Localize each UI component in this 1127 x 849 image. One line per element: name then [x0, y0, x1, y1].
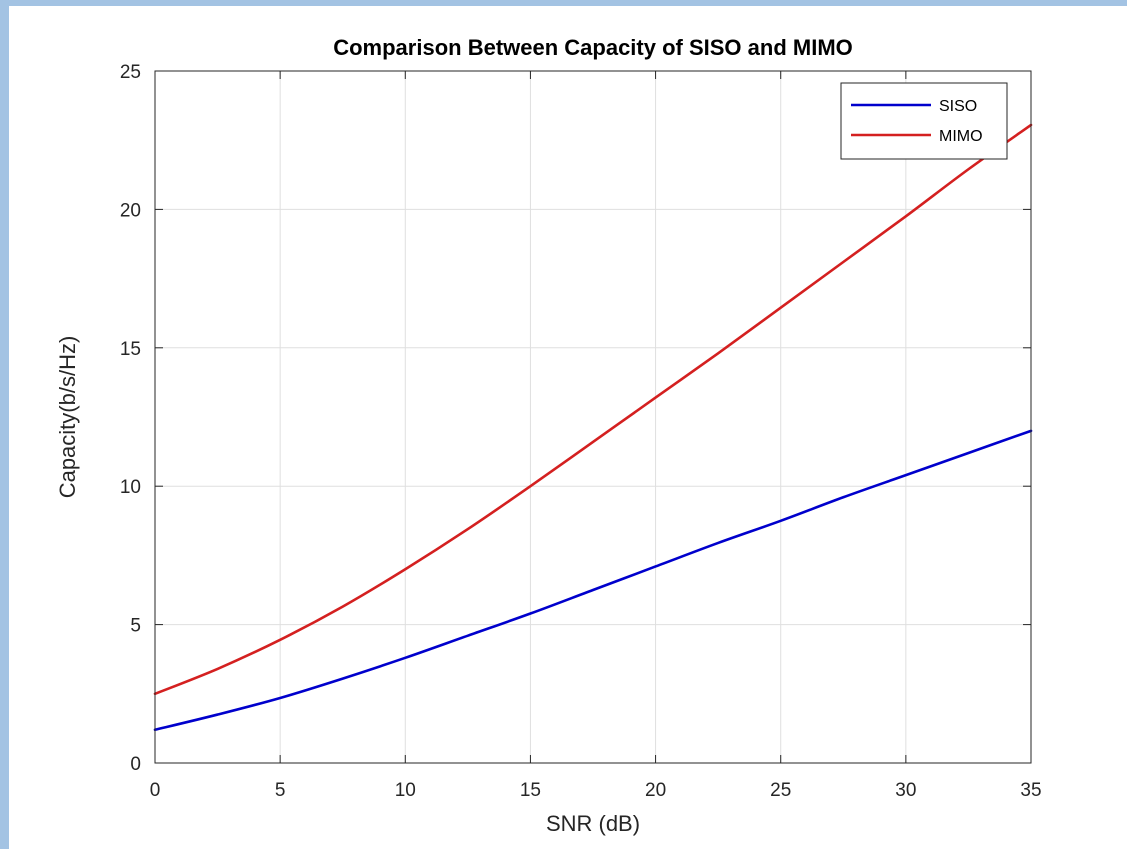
x-tick-label: 35	[1020, 780, 1041, 801]
tick-labels: 0 5 10 15 20 25 30 35 0 5 10 15 20 25	[120, 62, 1042, 801]
y-tick-label: 0	[130, 754, 141, 775]
x-tick-label: 0	[150, 780, 161, 801]
y-tick-label: 15	[120, 339, 141, 360]
chart-title: Comparison Between Capacity of SISO and …	[333, 35, 853, 60]
plot-lines	[153, 123, 1033, 732]
y-tick-label: 25	[120, 62, 141, 83]
x-axis-label: SNR (dB)	[546, 811, 640, 836]
grid	[154, 70, 1032, 764]
y-tick-label: 20	[120, 200, 141, 221]
x-tick-label: 10	[395, 780, 416, 801]
figure-window: 0 5 10 15 20 25 30 35 0 5 10 15 20 25 Comparison Betw…	[9, 6, 1127, 849]
legend-box	[840, 82, 1008, 160]
x-tick-label: 20	[645, 780, 666, 801]
legend-label-mimo: MIMO	[939, 128, 983, 145]
axes-box	[154, 70, 1032, 764]
y-axis-label: Capacity(b/s/Hz)	[55, 336, 80, 499]
x-tick-label: 25	[770, 780, 791, 801]
series-line-siso	[153, 429, 1033, 732]
x-tick-label: 5	[275, 780, 286, 801]
x-tick-label: 15	[520, 780, 541, 801]
line-chart: 0 5 10 15 20 25 30 35 0 5 10 15 20 25 Comparison Betw…	[55, 35, 1042, 836]
legend: SISO MIMO	[840, 82, 1008, 160]
y-tick-label: 10	[120, 477, 141, 498]
legend-label-siso: SISO	[939, 98, 977, 115]
ticks	[154, 70, 1032, 764]
x-tick-label: 30	[895, 780, 916, 801]
y-tick-label: 5	[130, 616, 141, 637]
series-line-mimo	[153, 123, 1033, 696]
